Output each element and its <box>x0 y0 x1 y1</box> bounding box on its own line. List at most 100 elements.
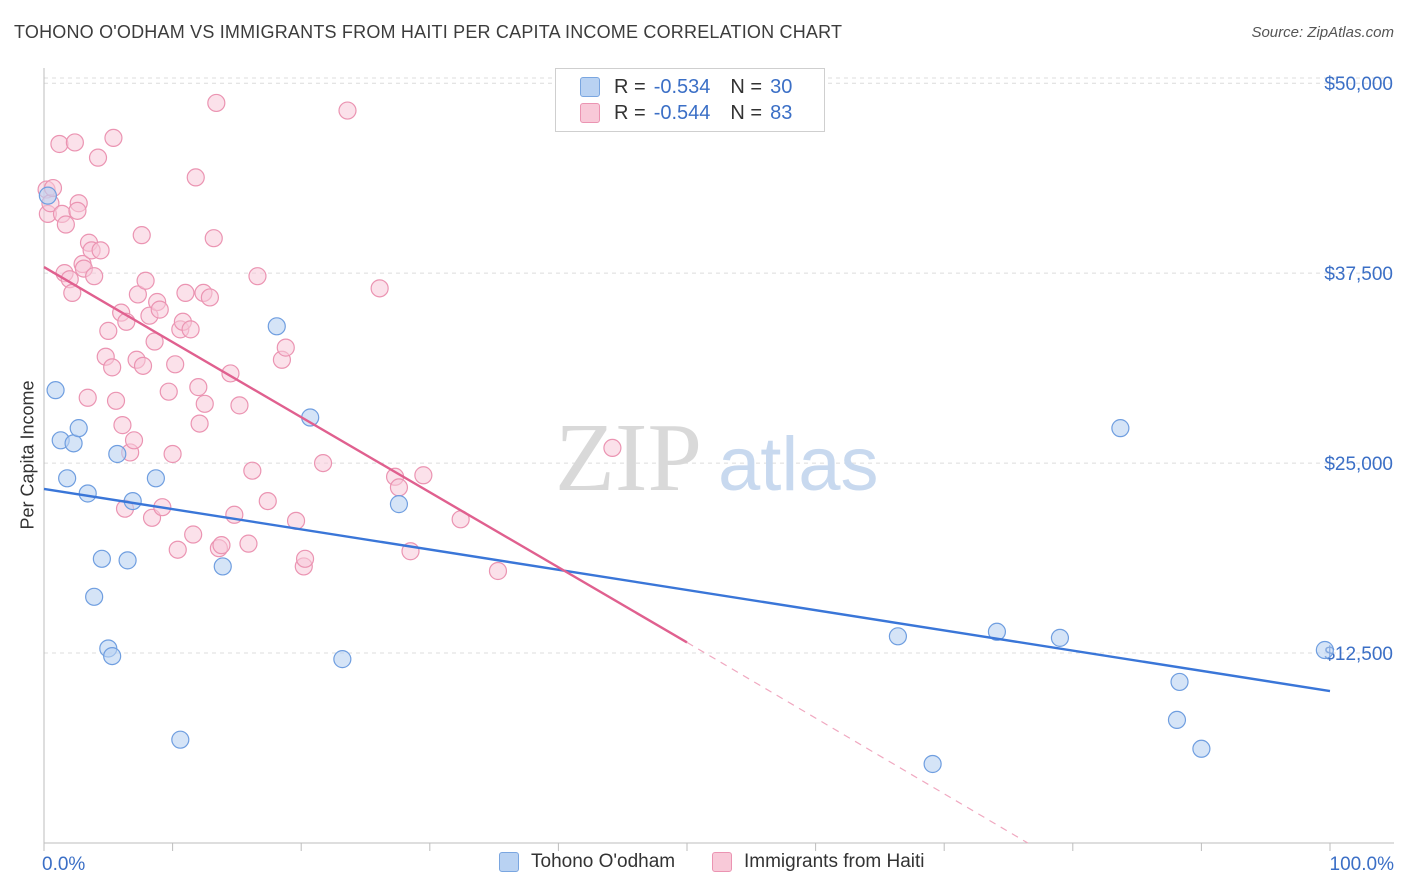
legend-n-label: N = <box>730 101 763 124</box>
data-point-haiti <box>65 133 84 152</box>
data-point-tohono <box>85 587 104 606</box>
tick-labels: $12,500 $25,000 $37,500 $50,000 0.0% 100.0% <box>42 74 1394 875</box>
data-point-haiti <box>113 416 132 435</box>
legend-swatch-pink <box>580 103 600 123</box>
data-point-tohono <box>103 646 122 666</box>
data-point-tohono <box>1050 628 1070 647</box>
data-point-tohono <box>58 469 77 488</box>
data-point-haiti <box>200 288 219 307</box>
data-point-haiti <box>248 267 267 286</box>
data-point-tohono <box>171 730 190 749</box>
data-point-haiti <box>176 283 195 303</box>
data-point-haiti <box>88 148 108 167</box>
data-point-haiti <box>136 271 155 290</box>
data-point-tohono <box>1167 710 1187 730</box>
correlation-legend: R = -0.534 N = 30 R = -0.544 N = 83 <box>555 68 825 132</box>
data-point-haiti <box>163 444 182 464</box>
data-point-tohono <box>389 495 409 514</box>
legend-row-tohono: R = -0.534 N = 30 <box>580 74 792 100</box>
legend-swatch-blue <box>580 77 600 97</box>
legend-n-label: N = <box>730 75 763 98</box>
trendline-haiti <box>43 266 688 644</box>
data-point-haiti <box>103 358 122 377</box>
legend-r-label: R = <box>614 75 646 98</box>
data-point-haiti <box>145 332 164 351</box>
data-point-haiti <box>204 229 223 248</box>
gridlines <box>44 77 1394 654</box>
data-point-haiti <box>159 382 178 401</box>
data-point-haiti <box>189 378 208 397</box>
y-tick-label: $37,500 <box>1324 264 1393 285</box>
legend-swatch-pink <box>712 852 732 872</box>
data-point-haiti <box>230 396 249 415</box>
data-point-haiti <box>56 215 75 234</box>
series-legend: Tohono O'odham Immigrants from Haiti <box>0 851 1406 879</box>
data-point-tohono <box>267 317 286 336</box>
data-point-haiti <box>181 320 200 339</box>
chart-title: TOHONO O'ODHAM VS IMMIGRANTS FROM HAITI … <box>14 22 843 42</box>
data-point-tohono <box>987 622 1007 641</box>
data-point-tohono <box>69 419 88 438</box>
x-tick-label-min: 0.0% <box>42 854 85 875</box>
legend-r-label: R = <box>614 101 646 124</box>
data-point-tohono <box>108 444 127 464</box>
legend-label-haiti: Immigrants from Haiti <box>744 851 925 872</box>
data-point-haiti <box>603 438 622 458</box>
watermark: ZIP atlas <box>555 404 879 512</box>
data-point-haiti <box>124 431 144 450</box>
data-point-haiti <box>106 391 126 410</box>
legend-swatch-blue <box>499 852 519 872</box>
data-point-haiti <box>186 168 205 187</box>
y-tick-label: $12,500 <box>1324 644 1393 665</box>
series-haiti-points <box>37 93 622 581</box>
data-point-tohono <box>92 549 111 568</box>
data-point-tohono <box>1111 419 1130 438</box>
data-point-tohono <box>146 469 165 488</box>
data-point-haiti <box>207 93 226 113</box>
data-point-haiti <box>78 388 97 407</box>
legend-label-tohono: Tohono O'odham <box>531 851 676 872</box>
data-point-haiti <box>50 134 69 154</box>
data-point-haiti <box>68 201 87 220</box>
data-point-haiti <box>295 549 315 568</box>
legend-n-value: 30 <box>770 75 793 98</box>
source-label: Source: ZipAtlas.com <box>1251 24 1394 41</box>
legend-r-value: -0.534 <box>653 75 711 98</box>
data-point-haiti <box>239 534 258 553</box>
data-point-haiti <box>91 241 110 260</box>
data-point-tohono <box>78 484 97 503</box>
y-tick-label: $50,000 <box>1324 74 1393 95</box>
x-tick-label-max: 100.0% <box>1330 854 1395 875</box>
data-point-haiti <box>128 285 147 304</box>
legend-item-tohono: Tohono O'odham <box>499 851 675 873</box>
data-point-haiti <box>276 338 295 357</box>
data-point-haiti <box>338 101 357 120</box>
data-point-haiti <box>168 540 187 559</box>
watermark-zip: ZIP <box>555 404 702 512</box>
data-point-haiti <box>184 525 203 544</box>
data-point-tohono <box>888 627 908 646</box>
y-axis-label: Per Capita Income <box>17 380 38 530</box>
trendline-tohono <box>43 487 1331 693</box>
data-point-haiti <box>313 453 333 473</box>
data-point-tohono <box>1192 739 1211 758</box>
legend-n-value: 83 <box>770 101 793 124</box>
data-point-haiti <box>99 321 118 340</box>
trendline-haiti-extension <box>686 641 1029 844</box>
data-point-tohono <box>46 381 65 400</box>
data-point-haiti <box>104 128 123 148</box>
data-point-haiti <box>488 561 508 581</box>
data-point-haiti <box>389 478 409 497</box>
data-point-tohono <box>118 551 137 570</box>
data-point-haiti <box>370 279 389 298</box>
data-point-tohono <box>213 557 232 576</box>
data-point-tohono <box>1170 672 1189 692</box>
data-point-tohono <box>333 650 352 669</box>
data-point-haiti <box>150 300 169 319</box>
data-point-tohono <box>64 434 83 453</box>
data-point-haiti <box>190 414 209 433</box>
data-point-haiti <box>414 466 433 485</box>
legend-r-value: -0.544 <box>653 101 711 124</box>
data-point-haiti <box>258 491 277 511</box>
